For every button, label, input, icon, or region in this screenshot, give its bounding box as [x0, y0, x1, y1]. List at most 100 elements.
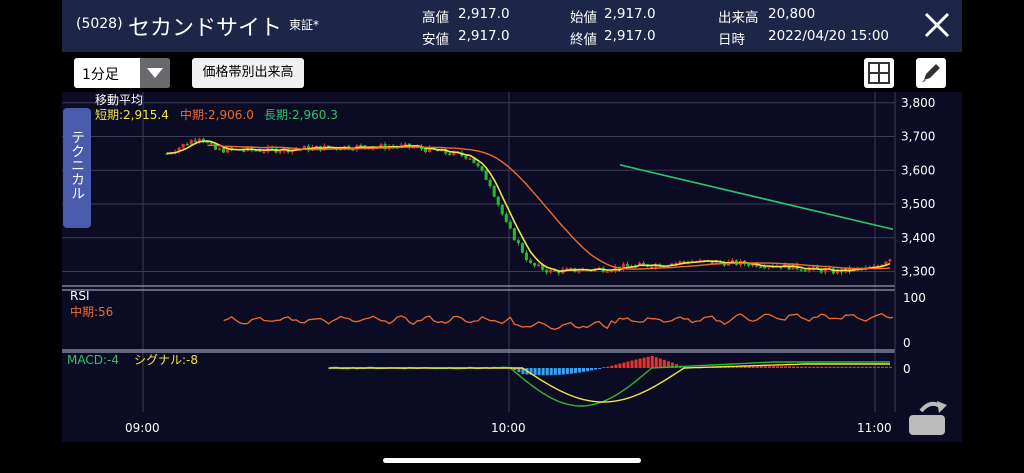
- macd-histogram-bar: [513, 368, 517, 371]
- macd-histogram-bar: [533, 368, 537, 375]
- candle-body: [621, 264, 625, 270]
- macd-histogram-bar: [775, 366, 779, 368]
- candle-body: [807, 268, 811, 271]
- datetime-label: 日時: [718, 32, 745, 48]
- macd-histogram-bar: [553, 368, 557, 376]
- candle-body: [181, 143, 185, 148]
- macd-histogram-bar: [824, 366, 828, 368]
- candle-body: [464, 155, 468, 159]
- candle-body: [811, 266, 815, 269]
- ma-short-label: 短期:2,915.4: [95, 108, 169, 122]
- macd-histogram-bar: [836, 366, 840, 368]
- candle-body: [803, 270, 807, 272]
- macd-histogram-bar: [573, 368, 577, 374]
- macd-histogram-bar: [598, 368, 602, 369]
- volume-by-price-button[interactable]: 価格帯別出来高: [192, 58, 304, 88]
- macd-histogram-bar: [731, 366, 735, 368]
- candle-body: [541, 264, 545, 270]
- layout-grid-button[interactable]: [864, 58, 894, 88]
- candle-body: [230, 147, 234, 150]
- candle-body: [278, 151, 282, 153]
- macd-histogram-bar: [582, 368, 586, 372]
- candle-body: [189, 140, 193, 145]
- candle-body: [213, 143, 218, 150]
- chart-grid: [62, 92, 895, 412]
- macd-histogram-bar: [610, 365, 614, 368]
- candle-body: [177, 147, 181, 152]
- macd-histogram-bar: [614, 364, 618, 368]
- candle-body: [609, 270, 613, 273]
- home-indicator[interactable]: [383, 458, 641, 463]
- candle-body: [242, 150, 246, 152]
- rsi-series: [223, 312, 894, 330]
- macd-histogram-bar: [549, 368, 553, 376]
- macd-histogram-bar: [565, 368, 569, 375]
- macd-histogram-bar: [820, 366, 824, 368]
- y-tick-label: 3,600: [901, 163, 935, 177]
- open-label: 始値: [570, 10, 597, 26]
- macd-histogram-bar: [864, 366, 868, 368]
- candle-body: [565, 268, 569, 270]
- candle-body: [553, 270, 557, 272]
- macd-histogram-bar: [767, 366, 771, 368]
- draw-button[interactable]: [916, 58, 946, 88]
- signal-label: シグナル:-8: [134, 353, 198, 367]
- macd-histogram-bar: [569, 368, 573, 374]
- candle-body: [759, 266, 763, 269]
- candle-body: [508, 221, 512, 229]
- candle-body: [569, 268, 573, 270]
- macd-histogram-bar: [796, 366, 800, 368]
- candle-body: [714, 261, 718, 264]
- candle-body: [763, 266, 767, 269]
- exchange-label: 東証*: [289, 18, 320, 32]
- moving-average-lines: [166, 140, 894, 273]
- fullscreen-rotate-icon[interactable]: [907, 395, 949, 437]
- macd-histogram-bar: [771, 366, 775, 368]
- pencil-icon: [922, 64, 940, 82]
- candle-body: [383, 144, 387, 149]
- macd-tick-label: 0: [903, 362, 911, 376]
- candle-body: [625, 264, 629, 267]
- macd-histogram-bar: [876, 366, 880, 368]
- y-tick-label: 3,700: [901, 130, 935, 144]
- candle-body: [500, 204, 504, 215]
- macd-histogram-bar: [594, 368, 598, 370]
- y-tick-label: 3,800: [901, 96, 935, 110]
- candle-body: [823, 269, 827, 273]
- macd-histogram-bar: [783, 366, 788, 368]
- rsi-tick-label: 0: [903, 336, 911, 350]
- candle-body: [819, 268, 823, 273]
- macd-histogram-bar: [666, 361, 670, 368]
- candle-body: [452, 151, 456, 155]
- macd-histogram-bar: [650, 356, 654, 368]
- x-tick-label: 10:00: [491, 421, 526, 435]
- candle-body: [755, 263, 759, 267]
- ma-title: 移動平均: [95, 93, 143, 107]
- macd-histogram-bar: [747, 366, 751, 368]
- macd-histogram-bar: [872, 366, 876, 368]
- ma-mid-label: 中期:2,906.0: [180, 107, 254, 122]
- candle-body: [533, 262, 537, 266]
- candle-body: [185, 143, 189, 146]
- macd-histogram-bar: [646, 356, 650, 368]
- macd-histogram-bar: [654, 357, 658, 368]
- macd-histogram-bar: [658, 358, 662, 368]
- macd-histogram-bar: [848, 366, 852, 368]
- candle-body: [444, 149, 448, 154]
- rsi-mid-label: 中期:56: [70, 304, 113, 319]
- macd-histogram-bar: [634, 359, 638, 368]
- interval-value: 1分足: [82, 67, 119, 83]
- macd-histogram-bar: [545, 368, 549, 376]
- technical-tab[interactable]: テクニカル: [63, 108, 91, 228]
- macd-histogram-bar: [800, 366, 804, 368]
- candle-body: [209, 142, 213, 144]
- candle-body: [448, 153, 452, 155]
- candle-body: [848, 267, 852, 272]
- macd-histogram-bar: [884, 366, 888, 368]
- interval-select[interactable]: 1分足: [74, 58, 170, 88]
- close-icon[interactable]: [922, 10, 952, 40]
- rsi-title: RSI: [70, 289, 90, 303]
- candle-body: [472, 158, 476, 164]
- macd-histogram-bar: [739, 366, 743, 368]
